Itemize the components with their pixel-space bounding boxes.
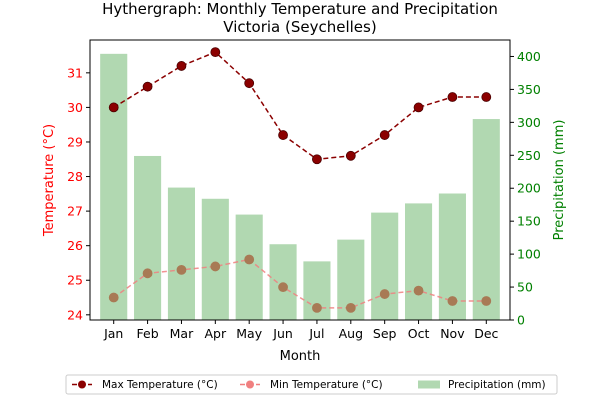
- max-temp-point-aug: [345, 150, 356, 161]
- max-temp-point-nov: [447, 92, 458, 102]
- min-temp-line: [113, 258, 487, 309]
- right-tick-label-150: 150: [517, 214, 541, 229]
- min-temp-legend-label: Min Temperature (°C): [270, 379, 383, 391]
- legend: Max Temperature (°C) Min Temperature (°C)…: [65, 374, 558, 395]
- precip-legend-swatch: [418, 380, 440, 389]
- right-axis-ticks: 0 50 100 150 200 250 300 350 400: [510, 49, 541, 328]
- right-axis-label: Precipitation (mm): [552, 120, 567, 241]
- precip-bar-mar: [167, 187, 195, 320]
- min-temp-legend-marker: [246, 380, 254, 389]
- min-temp-point-jul: [312, 303, 322, 313]
- x-tick-label-nov: Nov: [440, 326, 465, 341]
- x-tick-label-may: May: [236, 326, 262, 341]
- precip-bar-jun: [269, 244, 297, 320]
- left-tick-label-31: 31: [67, 65, 83, 80]
- x-axis-ticks: Jan Feb Mar Apr May Jun Jul Aug Sep Oct Nov Dec: [103, 320, 499, 341]
- plot-frame: [89, 39, 511, 321]
- x-tick-label-dec: Dec: [474, 326, 498, 341]
- left-axis-ticks: 24 25 26 27 28 29 30 31: [67, 65, 90, 322]
- precip-bar-feb: [134, 155, 162, 320]
- left-tick-label-30: 30: [67, 100, 83, 115]
- precip-bar-oct: [405, 203, 433, 320]
- min-temp-point-nov: [447, 296, 458, 306]
- max-temp-point-jun: [278, 130, 288, 140]
- max-temp-point-oct: [413, 102, 424, 113]
- left-tick-label-29: 29: [67, 134, 83, 149]
- max-temp-legend-label: Max Temperature (°C): [102, 379, 218, 391]
- min-temp-point-sep: [379, 289, 390, 299]
- left-tick-label-25: 25: [67, 273, 83, 288]
- temperature-lines: [108, 47, 492, 313]
- max-temp-point-sep: [379, 130, 390, 140]
- right-tick-label-50: 50: [517, 280, 533, 295]
- max-temp-point-mar: [176, 61, 187, 71]
- x-tick-label-sep: Sep: [373, 326, 397, 341]
- precipitation-bars: [100, 53, 500, 320]
- x-tick-label-jul: Jul: [308, 326, 324, 341]
- x-tick-label-aug: Aug: [339, 326, 363, 341]
- min-temp-point-may: [244, 254, 255, 265]
- max-temp-point-apr: [210, 47, 221, 57]
- precip-bar-dec: [472, 119, 500, 320]
- x-axis-label: Month: [280, 349, 321, 364]
- min-temp-point-dec: [481, 296, 492, 306]
- max-temp-line: [113, 51, 487, 161]
- max-temp-point-jan: [108, 102, 119, 113]
- precip-bar-jan: [100, 53, 128, 320]
- min-temp-point-aug: [345, 303, 356, 313]
- legend-items: Max Temperature (°C) Min Temperature (°C)…: [72, 379, 546, 391]
- precip-bar-sep: [371, 212, 399, 320]
- x-tick-label-mar: Mar: [170, 326, 194, 341]
- min-temp-point-jan: [108, 292, 119, 303]
- right-tick-label-400: 400: [517, 49, 541, 64]
- x-tick-label-apr: Apr: [205, 326, 227, 341]
- min-temp-point-mar: [176, 264, 187, 275]
- max-temp-legend-marker: [78, 380, 86, 389]
- right-tick-label-100: 100: [517, 247, 541, 262]
- left-tick-label-28: 28: [67, 169, 83, 184]
- min-temp-point-apr: [210, 261, 221, 272]
- right-tick-label-200: 200: [517, 181, 541, 196]
- chart-title-line2: Victoria (Seychelles): [223, 18, 376, 36]
- precip-legend-label: Precipitation (mm): [448, 379, 546, 391]
- min-temp-point-feb: [142, 268, 153, 279]
- max-temp-point-dec: [481, 92, 492, 102]
- legend-box: [65, 374, 558, 395]
- left-tick-label-24: 24: [67, 307, 83, 322]
- right-tick-label-0: 0: [517, 313, 525, 328]
- precip-bar-apr: [201, 198, 229, 320]
- min-temp-point-jun: [278, 282, 288, 293]
- x-tick-label-jan: Jan: [103, 326, 123, 341]
- left-tick-label-26: 26: [67, 238, 83, 253]
- right-tick-label-300: 300: [517, 115, 541, 130]
- right-tick-label-350: 350: [517, 82, 541, 97]
- x-tick-label-feb: Feb: [137, 326, 159, 341]
- x-tick-label-jun: Jun: [272, 326, 293, 341]
- left-axis-label: Temperature (°C): [42, 124, 57, 237]
- left-tick-label-27: 27: [67, 204, 83, 219]
- max-temp-point-jul: [312, 154, 322, 165]
- chart-title-line1: Hythergraph: Monthly Temperature and Pre…: [102, 0, 498, 18]
- x-tick-label-oct: Oct: [408, 326, 430, 341]
- max-temp-point-may: [244, 78, 255, 89]
- right-tick-label-250: 250: [517, 148, 541, 163]
- max-temp-point-feb: [142, 81, 153, 92]
- min-temp-point-oct: [413, 285, 424, 296]
